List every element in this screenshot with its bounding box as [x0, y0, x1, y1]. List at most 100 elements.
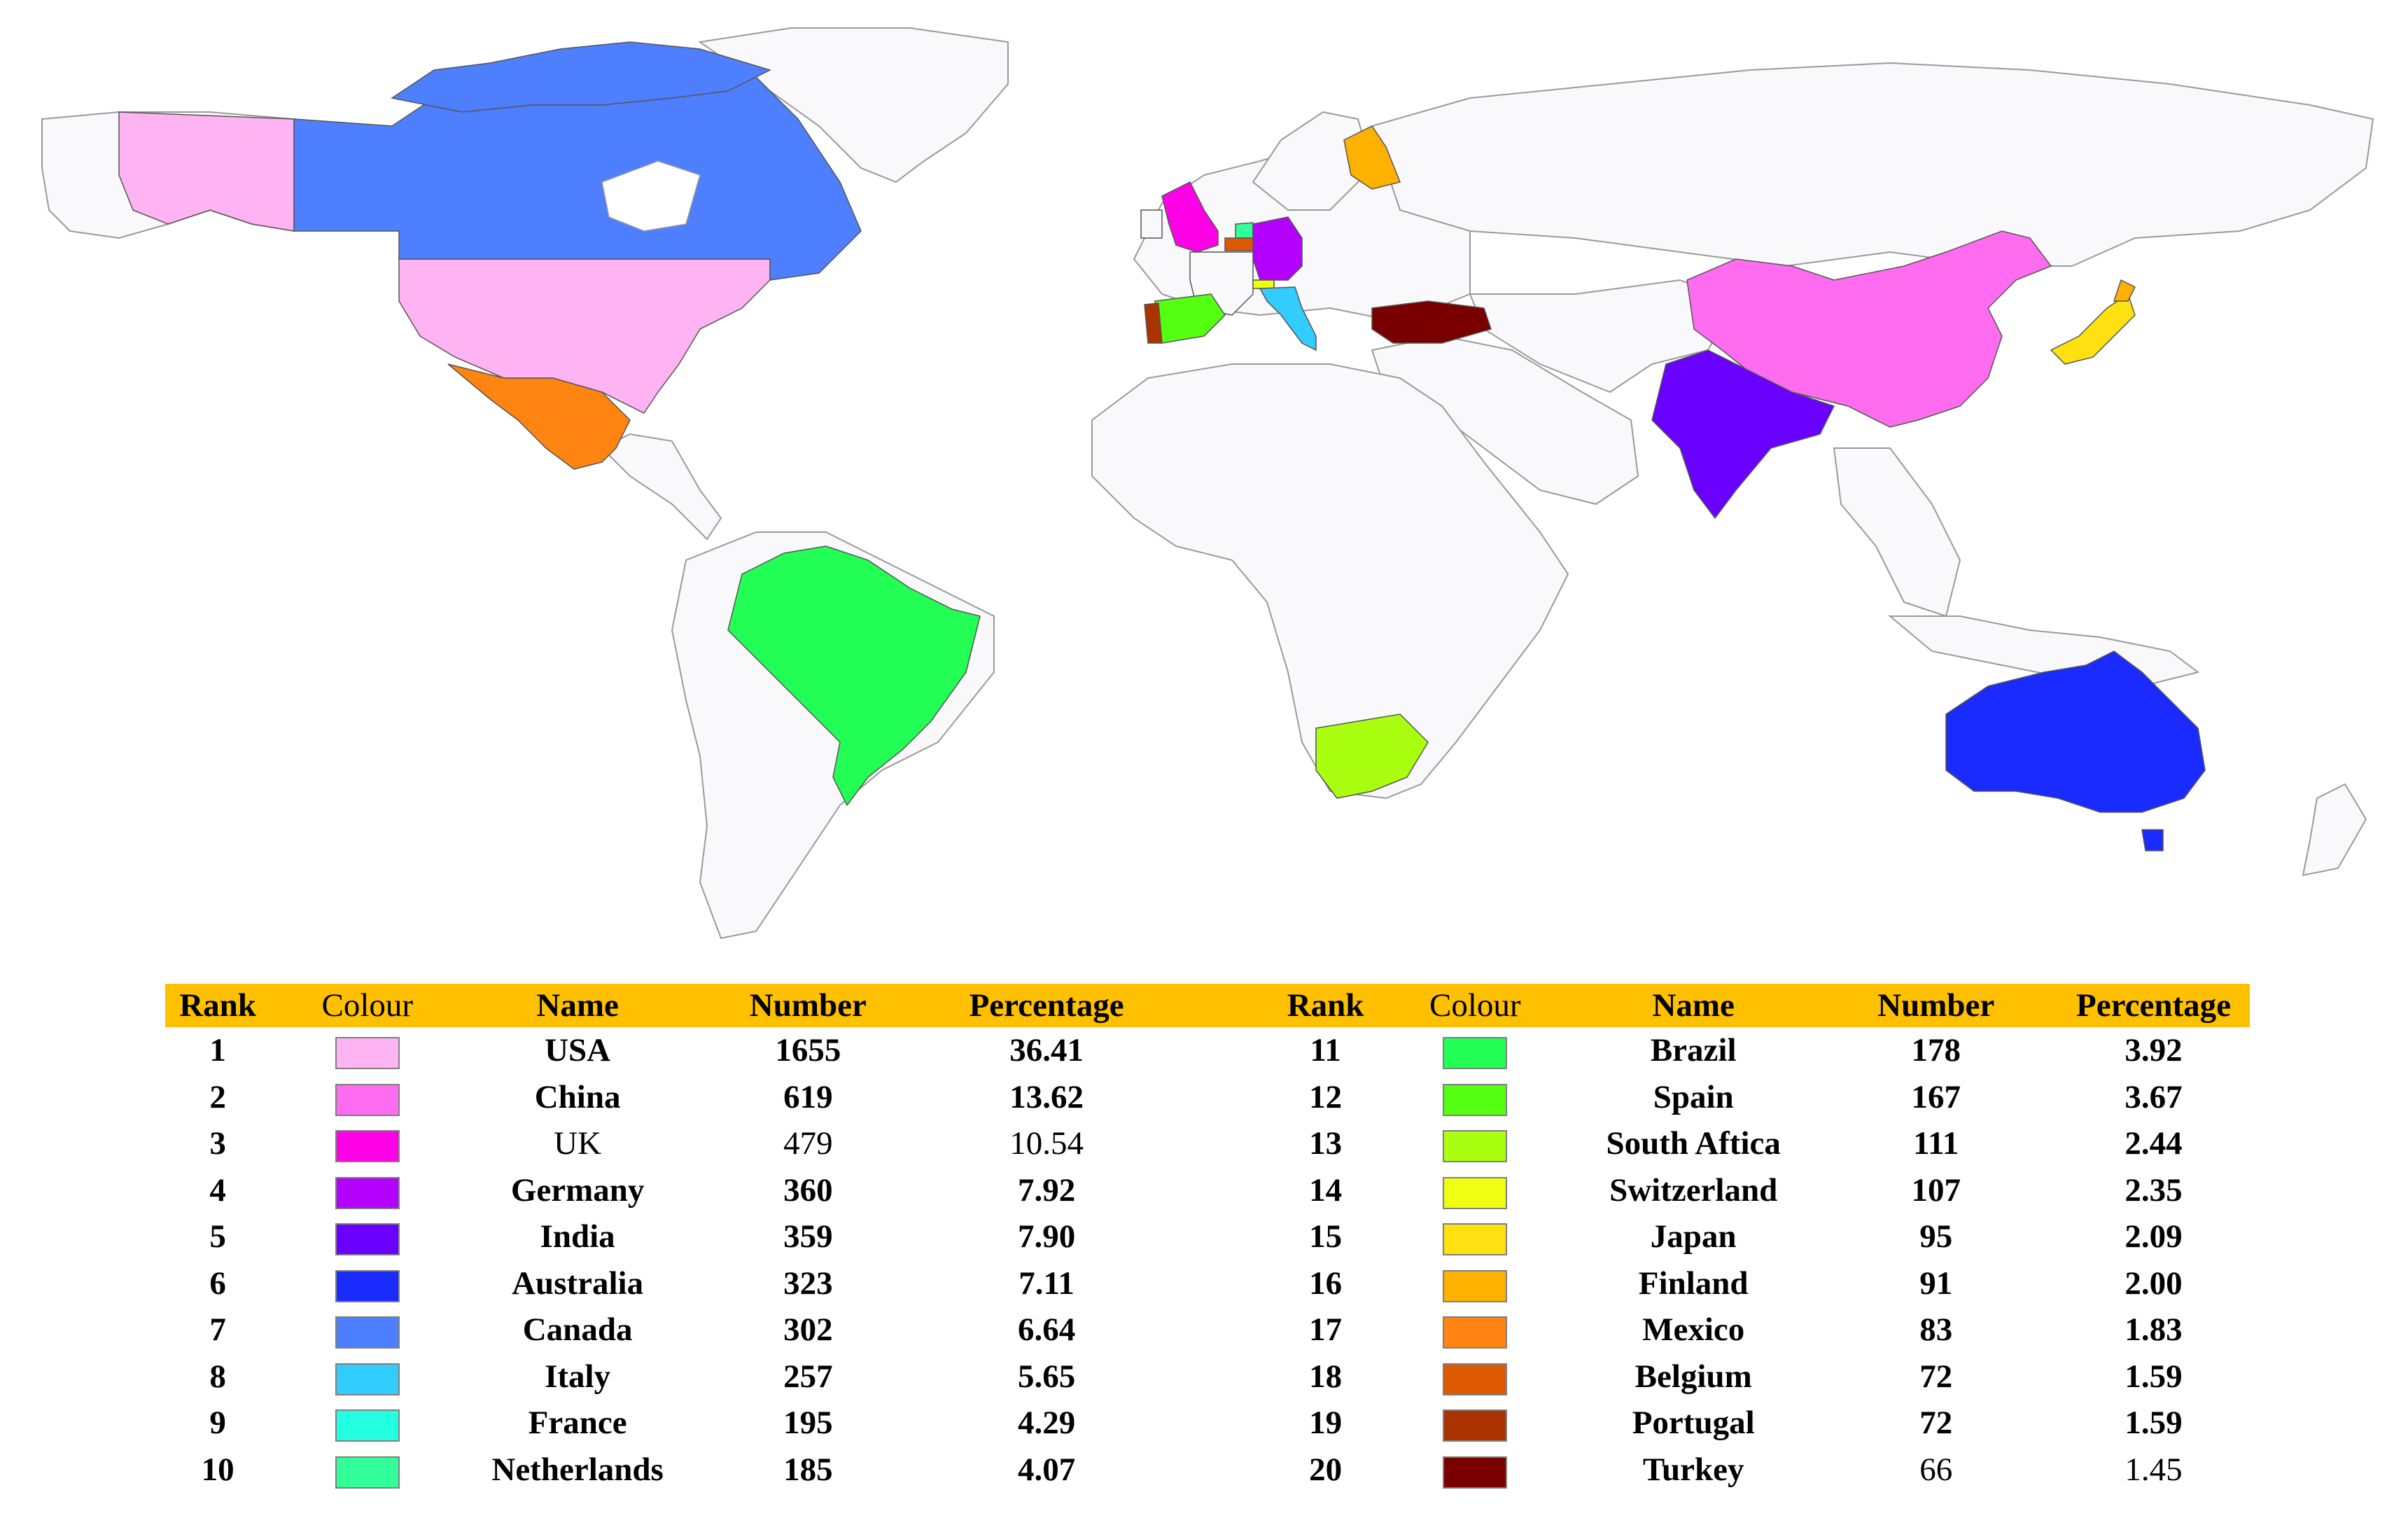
- rank-cell: 17: [1309, 1311, 1343, 1349]
- country-name-cell: Germany: [510, 1171, 645, 1209]
- map-hudson-bay: [601, 160, 701, 232]
- country-name-cell: Brazil: [1650, 1032, 1737, 1069]
- percentage-cell: 1.83: [2124, 1311, 2183, 1349]
- legend-row: 3 UK 479 10.54 13 South Aftica 111 2.44: [165, 1120, 2250, 1167]
- number-cell: 66: [1919, 1451, 1953, 1488]
- colour-swatch: [1443, 1130, 1508, 1163]
- new-zealand-land: [2302, 783, 2367, 877]
- header-name-left: Name: [464, 984, 691, 1027]
- number-cell: 91: [1919, 1265, 1953, 1302]
- legend-row: 8 Italy 257 5.65 18 Belgium 72 1.59: [165, 1353, 2250, 1400]
- russia-land: [1371, 62, 2374, 267]
- rank-cell: 12: [1309, 1078, 1343, 1115]
- legend-row: 9 France 195 4.29 19 Portugal 72 1.59: [165, 1400, 2250, 1447]
- country-name-cell: Spain: [1653, 1078, 1734, 1115]
- colour-swatch: [335, 1037, 400, 1070]
- map-turkey: [1371, 300, 1492, 344]
- country-name-cell: Japan: [1650, 1218, 1737, 1255]
- column-gap: [1168, 1307, 1273, 1353]
- rank-cell: 6: [209, 1265, 226, 1302]
- map-spain: [1154, 293, 1226, 344]
- number-cell: 111: [1913, 1125, 1959, 1162]
- map-ireland: [1140, 209, 1163, 239]
- country-name-cell: Finland: [1638, 1265, 1749, 1302]
- map-south-africa: [1315, 713, 1429, 799]
- rank-cell: 7: [209, 1311, 226, 1349]
- colour-swatch: [1443, 1363, 1508, 1395]
- colour-cell: [1378, 1213, 1572, 1260]
- legend-row: 6 Australia 323 7.11 16 Finland 91 2.00: [165, 1260, 2250, 1307]
- country-name-cell: Australia: [512, 1265, 644, 1302]
- header-percentage-right: Percentage: [2057, 984, 2250, 1027]
- column-gap: [1168, 1353, 1273, 1400]
- map-finland: [1343, 125, 1401, 190]
- percentage-cell: 2.44: [2124, 1125, 2183, 1162]
- legend-row: 4 Germany 360 7.92 14 Switzerland 107 2.35: [165, 1167, 2250, 1214]
- country-name-cell: USA: [545, 1032, 611, 1069]
- header-colour-right: Colour: [1378, 984, 1572, 1027]
- header-percentage-left: Percentage: [925, 984, 1168, 1027]
- rank-cell: 10: [201, 1451, 234, 1488]
- rank-cell: 16: [1309, 1265, 1343, 1302]
- number-cell: 185: [783, 1451, 833, 1488]
- colour-cell: [1378, 1307, 1572, 1353]
- percentage-cell: 6.64: [1017, 1311, 1076, 1349]
- country-legend-table: Rank Colour Name Number Percentage Rank …: [165, 984, 2250, 1493]
- map-canada-islands: [391, 41, 772, 113]
- percentage-cell: 2.35: [2124, 1171, 2183, 1209]
- header-number-right: Number: [1814, 984, 2057, 1027]
- number-cell: 107: [1911, 1171, 1961, 1209]
- percentage-cell: 3.92: [2124, 1032, 2183, 1069]
- country-name-cell: UK: [554, 1125, 602, 1162]
- country-name-cell: Mexico: [1642, 1311, 1745, 1349]
- colour-cell: [270, 1447, 464, 1493]
- number-cell: 1655: [775, 1032, 841, 1069]
- country-name-cell: Switzerland: [1609, 1171, 1778, 1209]
- colour-cell: [1378, 1120, 1572, 1167]
- map-germany: [1252, 216, 1303, 281]
- column-gap: [1168, 1447, 1273, 1493]
- colour-swatch: [1443, 1456, 1508, 1489]
- colour-cell: [270, 1074, 464, 1121]
- map-tasmania: [2141, 829, 2164, 851]
- number-cell: 257: [783, 1358, 833, 1395]
- percentage-cell: 10.54: [1009, 1125, 1084, 1162]
- map-italy: [1259, 286, 1317, 351]
- legend-row: 10 Netherlands 185 4.07 20 Turkey 66 1.45: [165, 1447, 2250, 1493]
- rank-cell: 8: [209, 1358, 226, 1395]
- colour-cell: [270, 1260, 464, 1307]
- colour-swatch: [335, 1456, 400, 1489]
- map-uk: [1161, 181, 1219, 253]
- header-colour-left: Colour: [270, 984, 465, 1027]
- map-alaska: [118, 111, 295, 232]
- colour-swatch: [335, 1176, 400, 1209]
- number-cell: 72: [1919, 1405, 1953, 1442]
- map-brazil: [727, 545, 981, 807]
- legend-row: 2 China 619 13.62 12 Spain 167 3.67: [165, 1074, 2250, 1121]
- southeast-asia-land: [1833, 447, 1961, 618]
- rank-cell: 3: [209, 1125, 226, 1162]
- header-gap: [1168, 984, 1273, 1027]
- colour-swatch: [1443, 1316, 1508, 1349]
- percentage-cell: 5.65: [1017, 1358, 1076, 1395]
- colour-cell: [1378, 1400, 1572, 1447]
- central-america-land: [601, 433, 722, 541]
- colour-swatch: [1443, 1409, 1508, 1442]
- rank-cell: 11: [1310, 1032, 1341, 1069]
- colour-cell: [1378, 1260, 1572, 1307]
- colour-swatch: [1443, 1269, 1508, 1302]
- column-gap: [1168, 1213, 1273, 1260]
- rank-cell: 18: [1309, 1358, 1343, 1395]
- rank-cell: 2: [209, 1078, 226, 1115]
- country-name-cell: Canada: [522, 1311, 633, 1349]
- colour-cell: [1378, 1447, 1572, 1493]
- number-cell: 178: [1911, 1032, 1961, 1069]
- country-name-cell: Turkey: [1642, 1451, 1744, 1488]
- map-belgium: [1224, 237, 1254, 251]
- colour-cell: [1378, 1074, 1572, 1121]
- legend-row: 5 India 359 7.90 15 Japan 95 2.09: [165, 1213, 2250, 1260]
- colour-cell: [270, 1027, 464, 1074]
- map-portugal: [1144, 302, 1163, 344]
- colour-swatch: [1443, 1037, 1508, 1070]
- rank-cell: 15: [1309, 1218, 1343, 1255]
